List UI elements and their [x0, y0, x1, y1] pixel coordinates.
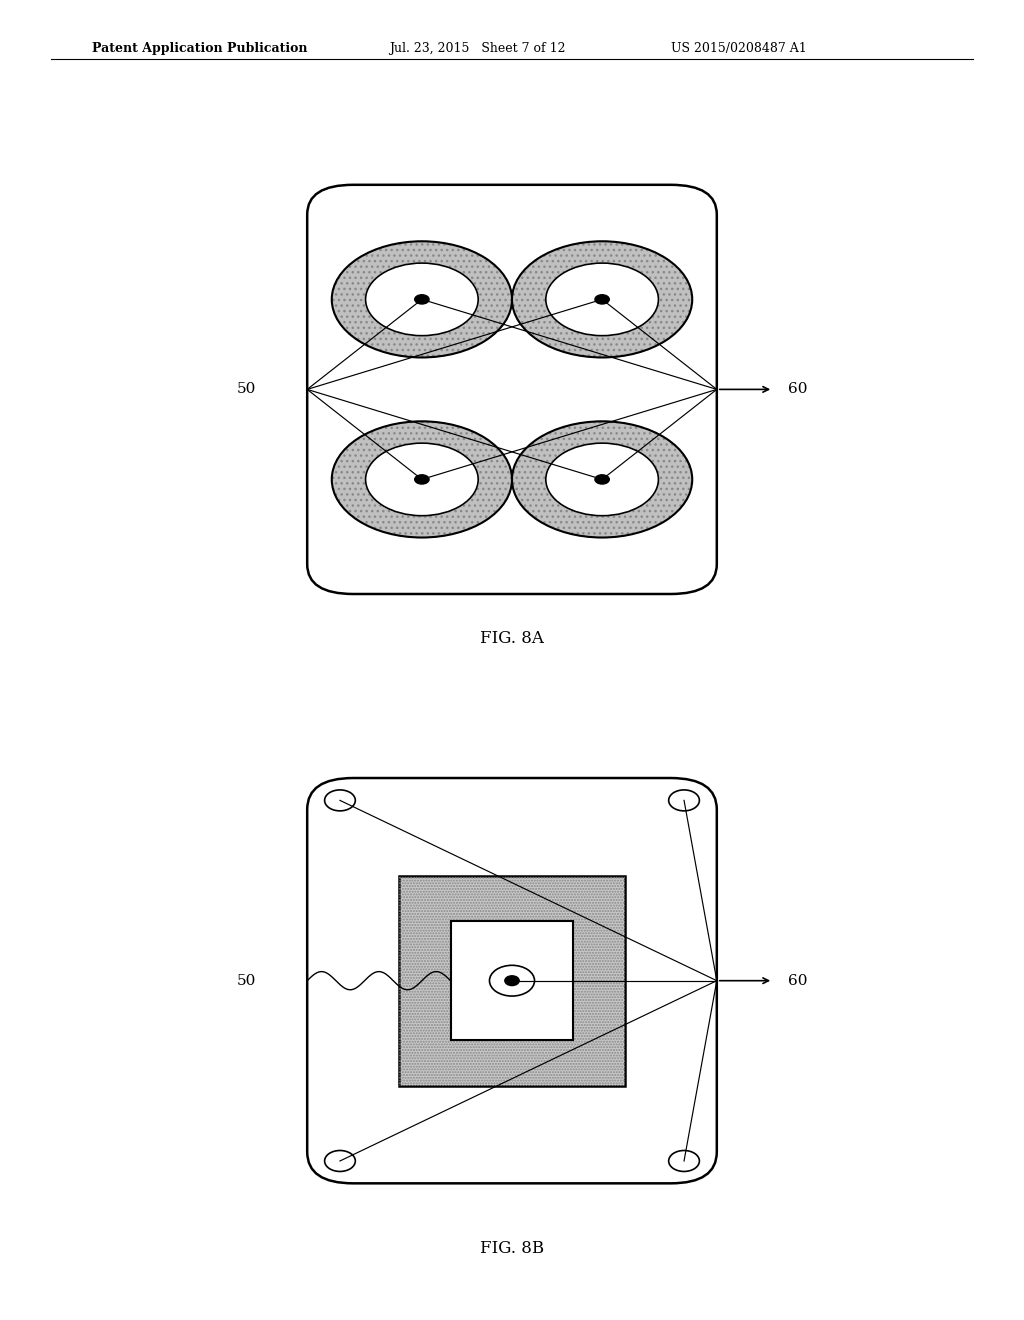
Circle shape: [595, 475, 609, 484]
Circle shape: [595, 294, 609, 304]
Text: 60: 60: [788, 383, 808, 396]
Circle shape: [415, 294, 429, 304]
Bar: [451, 921, 573, 1040]
Circle shape: [669, 789, 699, 810]
Circle shape: [546, 263, 658, 335]
Bar: [399, 876, 625, 1085]
Circle shape: [366, 263, 478, 335]
Circle shape: [512, 421, 692, 537]
Circle shape: [669, 1151, 699, 1171]
Circle shape: [505, 975, 519, 986]
Circle shape: [366, 444, 478, 516]
FancyBboxPatch shape: [307, 185, 717, 594]
Circle shape: [546, 444, 658, 516]
Text: 60: 60: [788, 974, 808, 987]
Text: US 2015/0208487 A1: US 2015/0208487 A1: [671, 42, 807, 55]
Text: 50: 50: [237, 974, 256, 987]
FancyBboxPatch shape: [307, 777, 717, 1183]
Circle shape: [325, 789, 355, 810]
Text: Patent Application Publication: Patent Application Publication: [92, 42, 307, 55]
Circle shape: [332, 421, 512, 537]
Circle shape: [325, 1151, 355, 1171]
Text: FIG. 8A: FIG. 8A: [480, 630, 544, 647]
Circle shape: [512, 242, 692, 358]
Circle shape: [415, 475, 429, 484]
Text: Jul. 23, 2015   Sheet 7 of 12: Jul. 23, 2015 Sheet 7 of 12: [389, 42, 565, 55]
Bar: [399, 876, 625, 1085]
Circle shape: [332, 242, 512, 358]
Text: 50: 50: [237, 383, 256, 396]
Text: FIG. 8B: FIG. 8B: [480, 1239, 544, 1257]
